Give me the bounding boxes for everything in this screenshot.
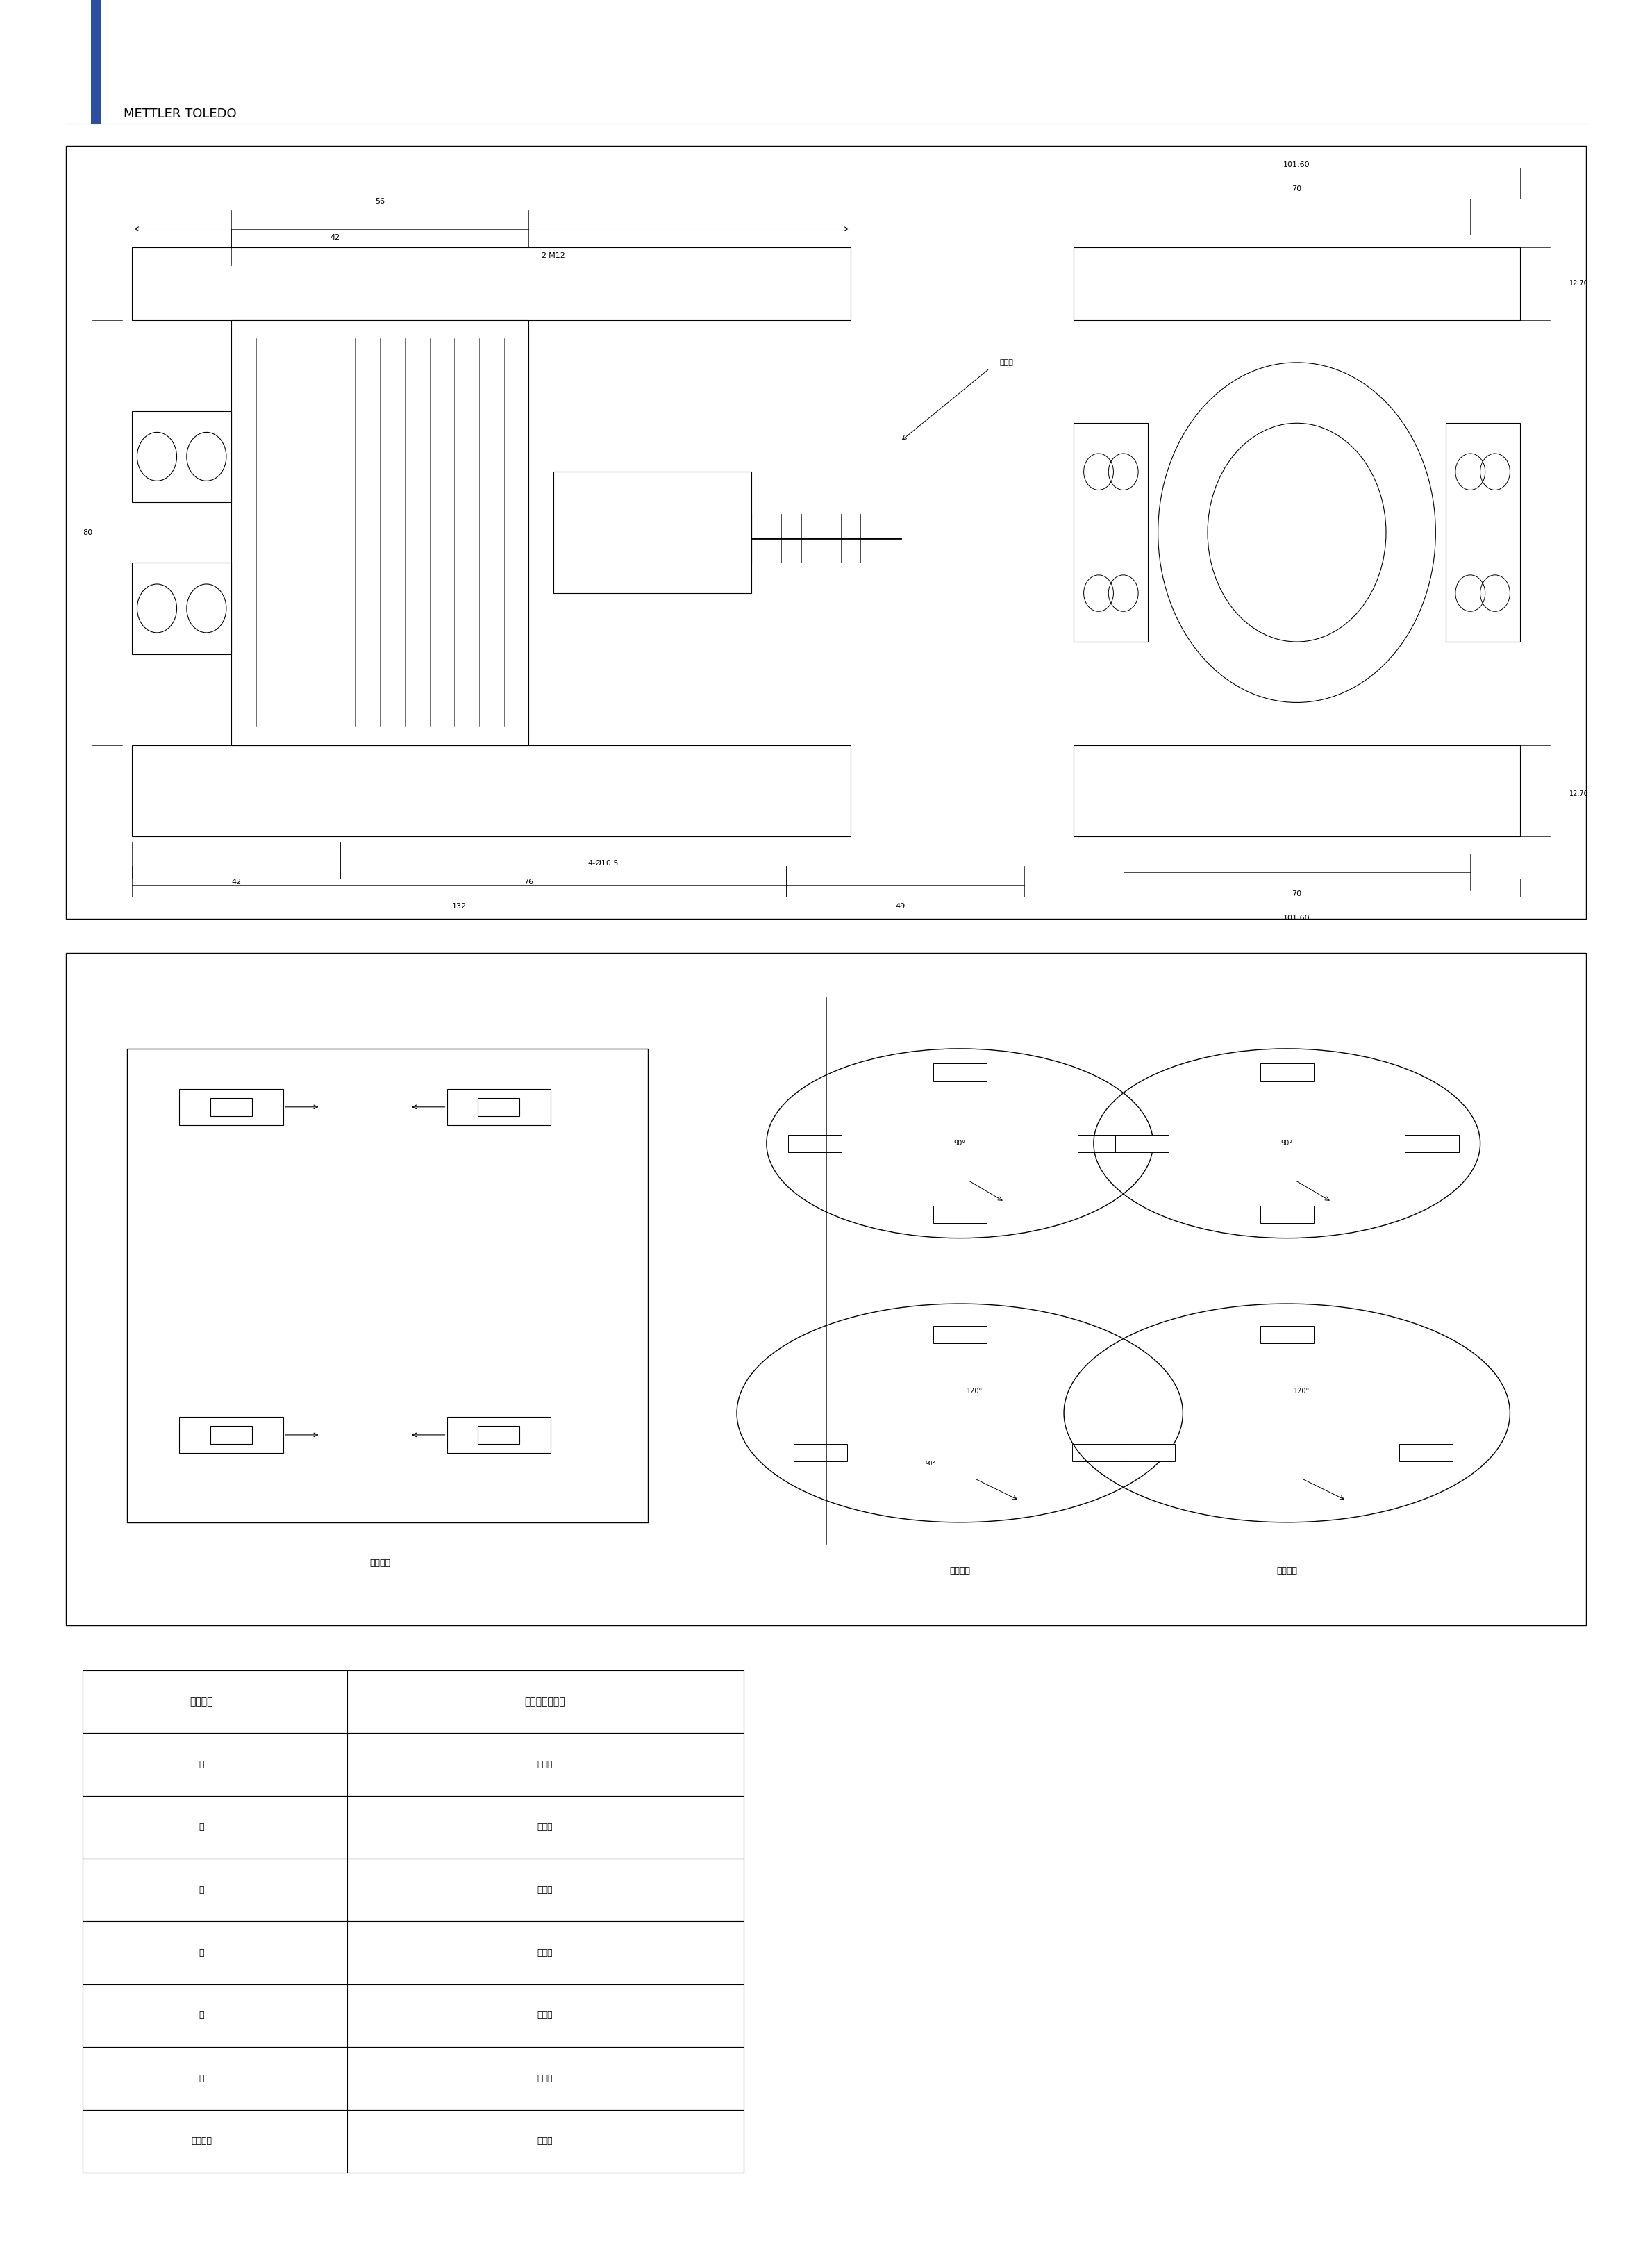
Text: 黄: 黄	[198, 1886, 205, 1894]
Bar	[180, 1090, 284, 1125]
Text: 90°: 90°	[925, 1462, 935, 1466]
Text: 70: 70	[1292, 890, 1302, 897]
Text: 56: 56	[375, 197, 385, 204]
Text: 白: 白	[198, 2011, 205, 2020]
Text: 红: 红	[198, 2074, 205, 2083]
Bar	[788, 1134, 841, 1152]
Text: 42: 42	[231, 879, 241, 886]
Text: 电缆颜色: 电缆颜色	[190, 1697, 213, 1706]
Bar	[231, 321, 529, 744]
Text: 42: 42	[330, 233, 340, 240]
Bar	[933, 1325, 986, 1343]
Bar	[1074, 247, 1520, 321]
Bar	[132, 410, 231, 502]
Text: 蓝: 蓝	[198, 1948, 205, 1957]
Bar	[933, 1206, 986, 1224]
Text: 2-M12: 2-M12	[542, 253, 565, 260]
Bar	[91, 0, 101, 123]
Bar	[132, 744, 851, 836]
Bar	[1399, 1444, 1452, 1462]
Bar	[1122, 1444, 1175, 1462]
Bar	[1406, 1134, 1459, 1152]
Bar	[66, 953, 1586, 1625]
Text: 接地线: 接地线	[999, 359, 1013, 365]
Text: 132: 132	[453, 904, 466, 910]
Text: 101.60: 101.60	[1284, 161, 1310, 168]
Bar	[795, 1444, 847, 1462]
Bar	[446, 1417, 552, 1453]
Text: 120°: 120°	[966, 1388, 983, 1395]
Text: 49: 49	[895, 904, 905, 910]
Text: 12.70: 12.70	[1569, 280, 1589, 287]
Text: 70: 70	[1292, 186, 1302, 193]
Bar	[180, 1417, 284, 1453]
Bar	[1260, 1063, 1313, 1081]
Bar	[83, 2047, 743, 2110]
Bar	[1074, 424, 1148, 641]
Text: 反馈－: 反馈－	[537, 1948, 553, 1957]
Text: 90°: 90°	[953, 1139, 966, 1148]
Bar	[933, 1063, 986, 1081]
Text: 反馈＋: 反馈＋	[537, 1886, 553, 1894]
Bar	[83, 1984, 743, 2047]
Text: 信号＋: 信号＋	[537, 2011, 553, 2020]
Bar	[132, 247, 851, 321]
Text: 色标（六芯线）: 色标（六芯线）	[525, 1697, 565, 1706]
Text: 屏蔽线: 屏蔽线	[537, 2137, 553, 2146]
Text: 激励－: 激励－	[537, 1823, 553, 1832]
Text: 90°: 90°	[1280, 1139, 1294, 1148]
Bar	[83, 1859, 743, 1921]
Bar	[1446, 424, 1520, 641]
Text: 黄（长）: 黄（长）	[192, 2137, 211, 2146]
Text: 径向布置: 径向布置	[1277, 1565, 1297, 1576]
Text: 101.60: 101.60	[1284, 915, 1310, 921]
Bar	[1072, 1444, 1125, 1462]
Bar	[1115, 1134, 1168, 1152]
Text: 黑: 黑	[198, 1823, 205, 1832]
Bar	[1074, 744, 1520, 836]
Text: 4-Ø10.5: 4-Ø10.5	[588, 859, 618, 865]
Text: 切向布置: 切向布置	[950, 1565, 970, 1576]
Text: 绿: 绿	[198, 1760, 205, 1769]
Bar	[477, 1426, 520, 1444]
Bar	[132, 563, 231, 655]
Bar	[210, 1099, 253, 1117]
Bar	[446, 1090, 552, 1125]
Text: 矩形布置: 矩形布置	[370, 1558, 390, 1567]
Bar	[553, 471, 752, 594]
Bar	[83, 1921, 743, 1984]
Text: 12.70: 12.70	[1569, 789, 1589, 798]
Bar	[210, 1426, 253, 1444]
Text: 信号－: 信号－	[537, 2074, 553, 2083]
Text: 80: 80	[83, 529, 93, 536]
Bar	[66, 146, 1586, 919]
Text: 120°: 120°	[1294, 1388, 1310, 1395]
Bar	[1260, 1325, 1313, 1343]
Bar	[83, 1670, 743, 1733]
Bar	[83, 1796, 743, 1859]
Bar	[83, 1733, 743, 1796]
Bar	[1079, 1134, 1132, 1152]
Text: 76: 76	[524, 879, 534, 886]
Bar	[83, 2110, 743, 2172]
Text: 激励＋: 激励＋	[537, 1760, 553, 1769]
Bar	[127, 1049, 648, 1522]
Bar	[477, 1099, 520, 1117]
Text: METTLER TOLEDO: METTLER TOLEDO	[124, 108, 236, 121]
Bar	[1260, 1206, 1313, 1224]
